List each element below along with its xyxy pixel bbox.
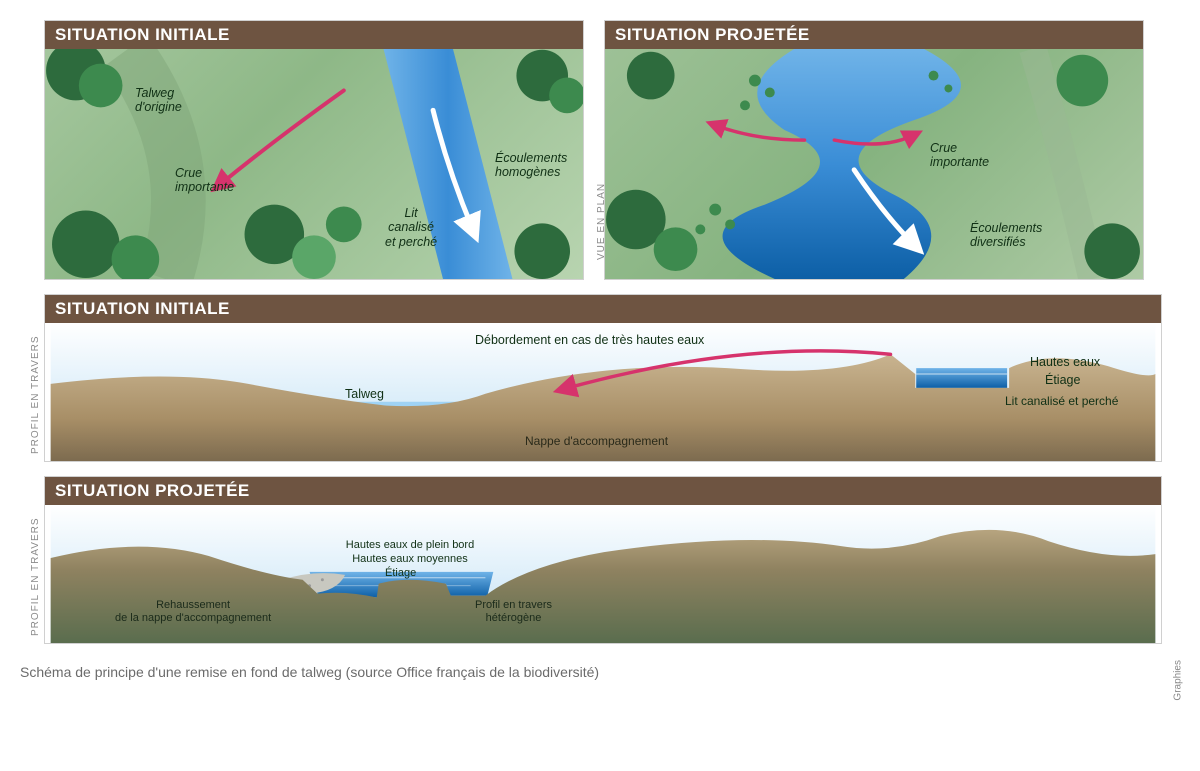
- label-ecoul-div: Écoulementsdiversifiés: [970, 221, 1042, 250]
- label-profil-hetero: Profil en travershétérogène: [475, 599, 552, 624]
- plan-projected-title: SITUATION PROJETÉE: [605, 21, 1143, 49]
- credit-text: Graphies: [1173, 660, 1184, 701]
- label-talweg: Talweg: [345, 387, 384, 401]
- plan-view-row: VUE EN PLAN VUE EN PLAN: [44, 20, 1180, 280]
- label-rehaussement: Rehaussementde la nappe d'accompagnement: [115, 599, 271, 624]
- label-hautes-plein: Hautes eaux de plein bord: [325, 539, 495, 552]
- cross-projected-title: SITUATION PROJETÉE: [45, 477, 1161, 505]
- label-crue-right: Crueimportante: [930, 141, 989, 170]
- label-lit-canalise: Litcanaliséet perché: [385, 206, 437, 249]
- side-label-profil-1: PROFIL EN TRAVERS: [30, 335, 41, 454]
- plan-initial-panel: SITUATION INITIALE Talwegd'origine Cruei…: [44, 20, 584, 280]
- label-etiage-1: Étiage: [1045, 373, 1080, 387]
- cross-initial-title: SITUATION INITIALE: [45, 295, 1161, 323]
- label-hautes-eaux: Hautes eaux: [1030, 355, 1100, 369]
- label-nappe: Nappe d'accompagnement: [525, 435, 668, 449]
- plan-initial-title: SITUATION INITIALE: [45, 21, 583, 49]
- label-talweg-origine: Talwegd'origine: [135, 86, 182, 115]
- plan-initial-svg: [45, 21, 583, 279]
- cross-initial-panel: SITUATION INITIALE Débordement en cas de…: [44, 294, 1162, 462]
- side-label-profil-2: PROFIL EN TRAVERS: [30, 517, 41, 636]
- label-debordement: Débordement en cas de très hautes eaux: [475, 333, 704, 347]
- cross-projected-panel: SITUATION PROJETÉE Hautes eaux de plein …: [44, 476, 1162, 644]
- label-hautes-moy: Hautes eaux moyennes: [340, 553, 480, 566]
- figure-caption: Schéma de principe d'une remise en fond …: [20, 664, 1180, 680]
- plan-projected-svg: [605, 21, 1143, 279]
- label-lit-perche: Lit canalisé et perché: [1005, 395, 1118, 409]
- diagram-container: VUE EN PLAN VUE EN PLAN: [20, 20, 1180, 680]
- label-ecoul-homog: Écoulementshomogènes: [495, 151, 567, 180]
- cross2-wrapper: PROFIL EN TRAVERS SITUATION PROJET: [20, 476, 1180, 644]
- cross1-wrapper: PROFIL EN TRAVERS SITUA: [20, 294, 1180, 462]
- label-etiage-2: Étiage: [385, 567, 416, 580]
- plan-projected-panel: SITUATION PROJETÉE Crueimportante Écoule…: [604, 20, 1144, 280]
- label-crue-left: Crueimportante: [175, 166, 234, 195]
